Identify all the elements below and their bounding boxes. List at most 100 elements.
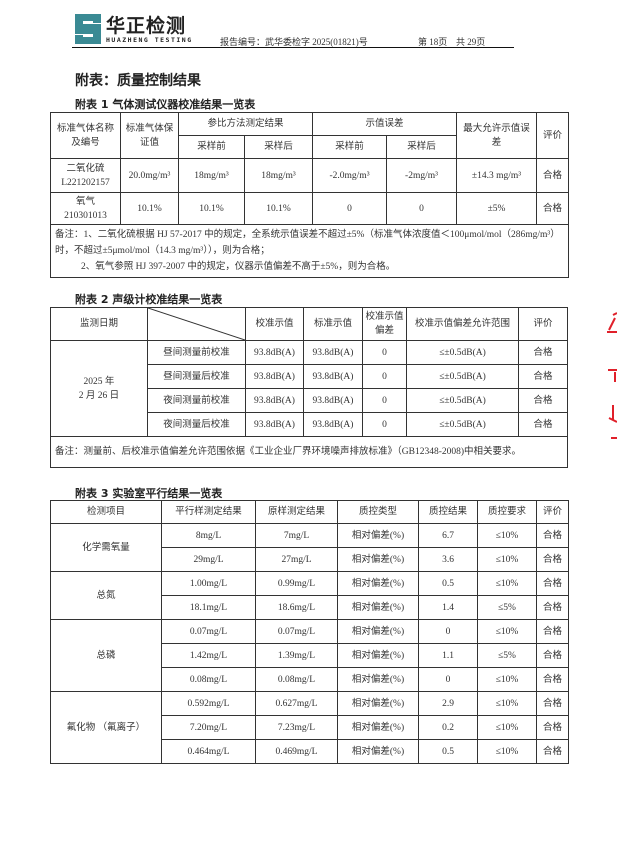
cell: 0.99mg/L — [255, 571, 338, 596]
test-item: 氟化物 （氟离子） — [50, 691, 162, 764]
logo-name: 华正检测 — [106, 15, 187, 37]
header-certified-value: 标准气体保证值 — [120, 112, 179, 159]
cell: 93.8dB(A) — [303, 412, 363, 437]
cell: 1.39mg/L — [255, 643, 338, 668]
cell: ≤10% — [477, 691, 537, 716]
cell: 0 — [362, 340, 407, 365]
cell: 1.00mg/L — [161, 571, 256, 596]
cell: 7.23mg/L — [255, 715, 338, 740]
cell: 合格 — [536, 595, 569, 620]
header-qc-result: 质控结果 — [418, 500, 478, 524]
cell: ≤±0.5dB(A) — [406, 388, 519, 413]
logo-subtitle: HUAZHENG TESTING — [106, 36, 193, 44]
cell: ≤10% — [477, 523, 537, 548]
cell: 0.5 — [418, 739, 478, 764]
cell: 相对偏差(%) — [337, 571, 419, 596]
cell: 0.08mg/L — [255, 667, 338, 692]
cell: 18.6mg/L — [255, 595, 338, 620]
cell: 0.2 — [418, 715, 478, 740]
cell: 合格 — [536, 715, 569, 740]
table3-caption: 附表 3 实验室平行结果一览表 — [75, 487, 223, 500]
gas-name: 氧气 — [75, 196, 95, 207]
cell: 93.8dB(A) — [245, 340, 304, 365]
test-item: 化学需氧量 — [50, 523, 162, 572]
cell: 合格 — [518, 412, 568, 437]
cell: 2.9 — [418, 691, 478, 716]
cell: 10.1% — [120, 192, 179, 225]
header-parallel: 平行样测定结果 — [161, 500, 256, 524]
table-row: 氟化物 （氟离子） 0.592mg/L 0.627mg/L 相对偏差(%) 2.9 ≤10… — [50, 691, 569, 764]
cell: 相对偏差(%) — [337, 667, 419, 692]
page-title: 附表：质量控制结果 — [75, 73, 201, 89]
cell: 0.07mg/L — [161, 619, 256, 644]
cell: 0 — [362, 388, 407, 413]
header-reference-result: 参比方法测定结果 — [177, 112, 314, 136]
cell: 合格 — [536, 158, 570, 193]
diagonal-header-cell — [147, 307, 246, 341]
cell: 夜间测量前校准 — [147, 388, 246, 413]
cell: 合格 — [536, 619, 569, 644]
cell: ≤10% — [477, 571, 537, 596]
cell: ≤±0.5dB(A) — [406, 340, 519, 365]
cell: 0 — [312, 192, 388, 225]
gas-name: 二氧化硫 — [66, 163, 105, 174]
header-evaluation: 评价 — [536, 500, 569, 524]
cell: 93.8dB(A) — [245, 388, 304, 413]
cell: 0.627mg/L — [255, 691, 338, 716]
cell: 合格 — [536, 547, 569, 572]
cell: 93.8dB(A) — [303, 364, 363, 389]
header-after: 采样后 — [386, 135, 458, 159]
table-row: 总氮 1.00mg/L 0.99mg/L 相对偏差(%) 0.5 ≤10% 合格 — [50, 571, 569, 620]
header-calibrated: 校准示值 — [245, 307, 304, 341]
gas-id: L221202157 — [61, 177, 110, 188]
cell: 0 — [362, 412, 407, 437]
cell: 8mg/L — [161, 523, 256, 548]
header-max-error: 最大允许示值误差 — [456, 112, 538, 159]
cell: 93.8dB(A) — [245, 364, 304, 389]
table-row: 氧气 210301013 10.1% 10.1% 10.1% 0 0 ±5% 合格 — [50, 192, 570, 225]
header-before: 采样前 — [178, 135, 245, 159]
cell: 合格 — [536, 523, 569, 548]
cell: ≤10% — [477, 667, 537, 692]
lab-parallel-results-table: 检测项目 平行样测定结果 原样测定结果 质控类型 质控结果 质控要求 评价 化学需氧量 8mg/… — [50, 500, 569, 764]
header-evaluation: 评价 — [518, 307, 568, 341]
table-row: 化学需氧量 8mg/L 7mg/L 相对偏差(%) 6.7 ≤10% 合格 — [50, 523, 569, 572]
cell: 1.42mg/L — [161, 643, 256, 668]
cell: -2.0mg/m³ — [312, 158, 388, 193]
cell: 合格 — [536, 192, 570, 225]
cell: 1.1 — [418, 643, 478, 668]
cell: ≤10% — [477, 715, 537, 740]
cell: 相对偏差(%) — [337, 739, 419, 764]
cell: 相对偏差(%) — [337, 595, 419, 620]
cell: 夜间测量后校准 — [147, 412, 246, 437]
note-2: 2、氧气参照 HJ 397-2007 中的规定，仪器示值偏差不高于±5%，则为合… — [81, 262, 396, 272]
table-row: 夜间测量后校准 93.8dB(A) 93.8dB(A) 0 ≤±0.5dB(A)… — [51, 412, 568, 437]
cell: ±5% — [456, 192, 538, 225]
cell: 昼间测量后校准 — [147, 364, 246, 389]
cell: 相对偏差(%) — [337, 643, 419, 668]
table-row: 二氧化硫 L221202157 20.0mg/m³ 18mg/m³ 18mg/m³… — [50, 158, 570, 193]
table1-caption: 附表 1 气体测试仪器校准结果一览表 — [75, 98, 256, 111]
table-row: 0.08mg/L 0.08mg/L 相对偏差(%) 0 ≤10% 合格 — [51, 667, 569, 692]
cell: ≤±0.5dB(A) — [406, 412, 519, 437]
cell: 10.1% — [243, 192, 314, 225]
cell: 0.08mg/L — [161, 667, 256, 692]
header-original: 原样测定结果 — [255, 500, 338, 524]
cell: 相对偏差(%) — [337, 619, 419, 644]
cell: 合格 — [518, 388, 568, 413]
cell: 27mg/L — [255, 547, 338, 572]
table-row: 1.42mg/L 1.39mg/L 相对偏差(%) 1.1 ≤5% 合格 — [51, 643, 569, 668]
cell: 1.4 — [418, 595, 478, 620]
cell: 昼间测量前校准 — [147, 340, 246, 365]
sound-level-calibration-table: 监测日期 校准示值 标准示值 校准示值偏差 校准示值偏差允许范围 评价 2025… — [50, 307, 568, 468]
cell: 0.592mg/L — [161, 691, 256, 716]
cell: ≤10% — [477, 619, 537, 644]
header-date: 监测日期 — [50, 307, 148, 341]
cell: 合格 — [518, 340, 568, 365]
cell: ≤±0.5dB(A) — [406, 364, 519, 389]
table-row: 夜间测量前校准 93.8dB(A) 93.8dB(A) 0 ≤±0.5dB(A)… — [51, 388, 568, 413]
cell: 7mg/L — [255, 523, 338, 548]
cell: 0.464mg/L — [161, 739, 256, 764]
table-note: 备注：测量前、后校准示值偏差允许范围依据《工业企业厂界环境噪声排放标准》（GB1… — [50, 436, 568, 468]
